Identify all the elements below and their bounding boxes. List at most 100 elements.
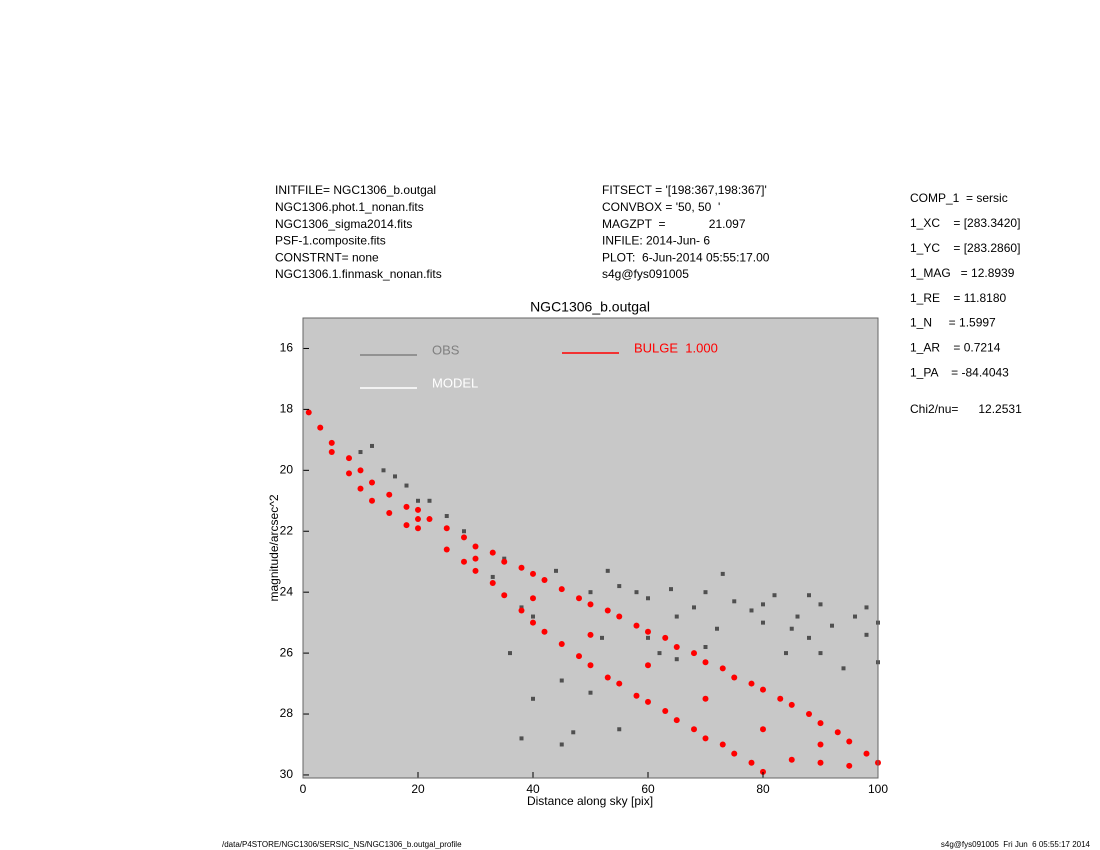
point bbox=[702, 735, 709, 742]
header-right-line: 1_XC = [283.3420] bbox=[910, 216, 1020, 230]
point bbox=[508, 651, 512, 656]
point bbox=[541, 576, 548, 583]
footer-path: /data/P4STORE/NGC1306/SERSIC_NS/NGC1306_… bbox=[222, 840, 462, 849]
header-left-line: NGC1306.1.finmask_nonan.fits bbox=[275, 267, 442, 281]
chart-title: NGC1306_b.outgal bbox=[530, 299, 650, 315]
point bbox=[749, 608, 754, 613]
point bbox=[415, 516, 421, 523]
point bbox=[490, 574, 495, 579]
point bbox=[472, 555, 479, 562]
header-left-line: PSF-1.composite.fits bbox=[275, 234, 386, 248]
y-tick-label: 24 bbox=[280, 584, 294, 598]
point bbox=[518, 607, 525, 614]
point bbox=[328, 439, 335, 446]
point bbox=[444, 514, 449, 519]
point bbox=[646, 635, 650, 640]
header-left-line: NGC1306.phot.1_nonan.fits bbox=[275, 200, 424, 214]
point bbox=[731, 674, 738, 681]
point bbox=[760, 686, 766, 693]
point bbox=[393, 474, 397, 479]
point bbox=[559, 678, 564, 683]
header-middle-line: INFILE: 2014-Jun- 6 bbox=[602, 234, 710, 248]
point bbox=[818, 651, 823, 656]
point bbox=[789, 626, 794, 631]
point bbox=[772, 593, 777, 598]
x-axis-label: Distance along sky [pix] bbox=[527, 794, 653, 808]
y-tick-label: 26 bbox=[280, 645, 294, 659]
point bbox=[662, 634, 669, 641]
point bbox=[784, 651, 788, 656]
point bbox=[305, 409, 312, 416]
x-tick-label: 100 bbox=[868, 782, 888, 796]
point bbox=[558, 586, 565, 593]
point bbox=[830, 623, 834, 628]
point bbox=[662, 707, 669, 714]
point bbox=[328, 449, 335, 456]
point bbox=[807, 635, 811, 640]
point bbox=[443, 525, 450, 532]
point bbox=[519, 736, 524, 741]
point bbox=[461, 534, 467, 541]
point bbox=[788, 701, 795, 708]
point bbox=[571, 730, 576, 735]
point bbox=[616, 680, 623, 687]
point bbox=[519, 605, 524, 610]
point bbox=[472, 567, 479, 574]
point bbox=[386, 491, 393, 498]
point bbox=[605, 568, 610, 573]
point bbox=[702, 695, 709, 702]
point bbox=[576, 653, 582, 660]
point bbox=[386, 509, 393, 516]
y-tick-label: 22 bbox=[280, 523, 294, 537]
point bbox=[846, 738, 853, 745]
point bbox=[817, 759, 824, 766]
point bbox=[795, 614, 800, 619]
point bbox=[587, 601, 594, 608]
point bbox=[501, 592, 508, 599]
y-tick-label: 28 bbox=[280, 706, 294, 720]
point bbox=[777, 695, 784, 702]
header-middle-line: CONVBOX = '50, 50 ' bbox=[602, 200, 720, 214]
point bbox=[646, 596, 650, 601]
point bbox=[731, 750, 738, 757]
plot-frame bbox=[302, 317, 879, 779]
point bbox=[403, 503, 410, 510]
header-left-line: NGC1306_sigma2014.fits bbox=[275, 217, 412, 231]
point bbox=[673, 644, 680, 651]
point bbox=[369, 479, 375, 486]
point bbox=[864, 632, 869, 637]
point bbox=[357, 485, 364, 492]
header-right-line: COMP_1 = sersic bbox=[910, 191, 1008, 205]
y-tick-label: 30 bbox=[280, 767, 294, 781]
y-tick-label: 20 bbox=[280, 462, 294, 476]
header-right-line: 1_N = 1.5997 bbox=[910, 316, 996, 330]
point bbox=[443, 546, 450, 553]
point bbox=[472, 543, 479, 550]
point bbox=[674, 657, 679, 662]
point bbox=[715, 626, 719, 631]
point bbox=[788, 756, 795, 763]
header-middle-line: s4g@fys091005 bbox=[602, 267, 689, 281]
point bbox=[415, 506, 421, 513]
header-middle-line: FITSECT = '[198:367,198:367]' bbox=[602, 183, 767, 197]
point bbox=[617, 727, 622, 732]
y-tick-label: 16 bbox=[280, 341, 294, 355]
x-tick-label: 0 bbox=[300, 782, 307, 796]
x-tick-label: 40 bbox=[526, 782, 540, 796]
point bbox=[427, 498, 432, 503]
point bbox=[518, 564, 525, 571]
header-right-line: 1_YC = [283.2860] bbox=[910, 241, 1020, 255]
point bbox=[691, 726, 697, 733]
point bbox=[530, 595, 536, 602]
point bbox=[426, 516, 433, 523]
point bbox=[559, 742, 564, 747]
point bbox=[346, 470, 352, 477]
point bbox=[531, 696, 535, 701]
point bbox=[817, 720, 824, 727]
point bbox=[317, 424, 324, 431]
point bbox=[806, 711, 812, 718]
point bbox=[760, 768, 766, 775]
point bbox=[587, 662, 594, 669]
point bbox=[358, 450, 363, 455]
